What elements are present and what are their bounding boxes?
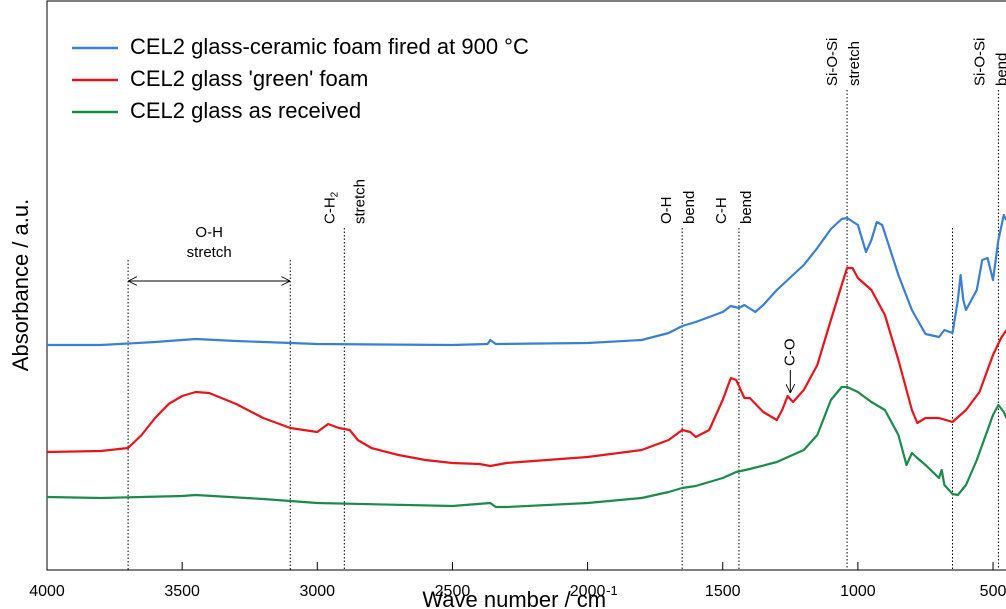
annotation-text: C-H — [321, 197, 338, 224]
annotation-text: bend — [681, 191, 698, 224]
legend-label: CEL2 glass 'green' foam — [130, 66, 368, 91]
annotation-label: O-H — [195, 224, 223, 241]
annotation-text: Si-O-Si — [824, 38, 841, 86]
x-tick-label: 500 — [980, 583, 1006, 600]
annotation-label: bend — [993, 53, 1006, 86]
series-line — [47, 213, 1006, 347]
x-tick-label: 4000 — [29, 583, 65, 600]
annotation-label: O-H — [658, 197, 675, 225]
annotation-label: Si-O-Si — [971, 38, 988, 86]
annotation-text: stretch — [351, 179, 368, 224]
x-axis-title-sup: -1 — [606, 583, 618, 598]
y-axis-title: Absorbance / a.u. — [8, 199, 33, 371]
annotation-text: bend — [738, 191, 755, 224]
annotation-text: Si-O-Si — [971, 38, 988, 86]
annotation-label: stretch — [846, 41, 863, 86]
x-axis-title-main: Wave number / cm — [422, 587, 606, 609]
annotation-label: stretch — [187, 244, 232, 261]
annotation-text: C-H — [713, 197, 730, 224]
series-line — [47, 266, 1006, 468]
x-tick-label: 1500 — [705, 583, 741, 600]
annotation-label: Si-O-Si — [824, 38, 841, 86]
x-tick-label: 3000 — [299, 583, 335, 600]
legend-label: CEL2 glass-ceramic foam fired at 900 °C — [130, 34, 529, 59]
annotation-label: C-O — [781, 339, 798, 367]
x-tick-label: 1000 — [840, 583, 876, 600]
x-tick-label: 3500 — [164, 583, 200, 600]
x-tick-label: 2500 — [435, 583, 471, 600]
annotation-text: stretch — [846, 41, 863, 86]
annotation-text: bend — [993, 53, 1006, 86]
annotation-label: bend — [681, 191, 698, 224]
annotation-label: bend — [738, 191, 755, 224]
x-tick-label: 2000 — [570, 583, 606, 600]
annotation-text: O-H — [658, 197, 675, 225]
series-line — [47, 385, 1006, 509]
x-axis-title: Wave number / cm-1 — [422, 583, 617, 609]
annotation-subscript: 2 — [329, 191, 340, 197]
legend-label: CEL2 glass as received — [130, 98, 361, 123]
annotation-label: stretch — [351, 179, 368, 224]
plot-frame — [46, 0, 1006, 571]
annotation-label: C-H — [713, 197, 730, 224]
annotation-label: C-H2 — [321, 191, 340, 224]
